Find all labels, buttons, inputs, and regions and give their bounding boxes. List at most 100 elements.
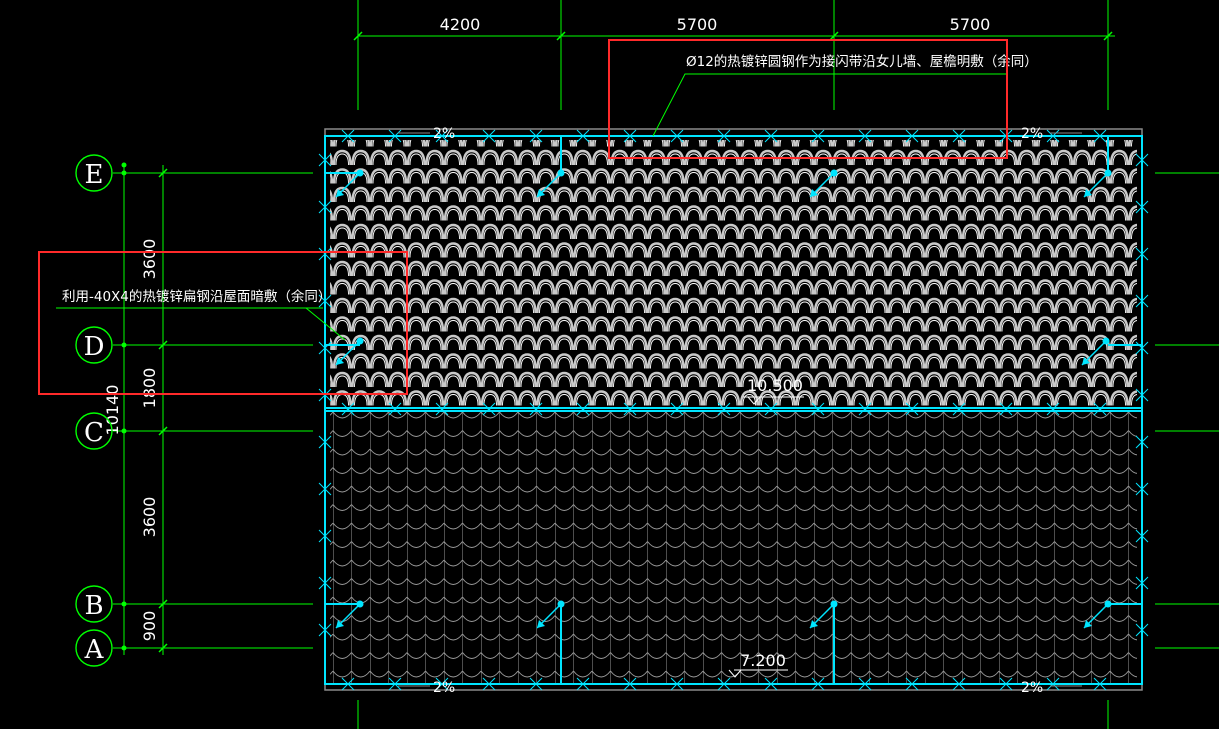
- support-cross-icon: [318, 247, 332, 261]
- downlead-icon: [335, 337, 364, 366]
- downlead-icon: [536, 600, 565, 629]
- support-cross-icon: [576, 129, 590, 143]
- support-cross-icon: [858, 129, 872, 143]
- dimension-4200: 4200: [440, 15, 481, 34]
- support-cross-icon: [623, 677, 637, 691]
- dimension-5700-a: 5700: [677, 15, 718, 34]
- axis-label-c: C: [84, 418, 104, 448]
- dimension-5700-b: 5700: [950, 15, 991, 34]
- support-cross-icon: [1135, 388, 1149, 402]
- support-cross-icon: [670, 129, 684, 143]
- axis-bubble-e: [75, 154, 113, 192]
- axis-bubble-b: [75, 585, 113, 623]
- highlight-box-left[interactable]: [38, 251, 408, 395]
- slope-top-right: 2%: [1021, 126, 1043, 142]
- support-cross-icon: [811, 129, 825, 143]
- support-cross-icon: [388, 402, 402, 416]
- support-cross-icon: [482, 402, 496, 416]
- support-cross-icon: [952, 129, 966, 143]
- dimension-3600-upper: 3600: [140, 239, 159, 280]
- support-cross-icon: [435, 402, 449, 416]
- support-cross-icon: [717, 402, 731, 416]
- support-cross-icon: [1135, 294, 1149, 308]
- support-cross-icon: [318, 435, 332, 449]
- dimension-1800: 1800: [140, 368, 159, 409]
- axis-bubbles: E D C B A: [75, 154, 113, 667]
- support-cross-icon: [318, 153, 332, 167]
- support-cross-icon: [529, 402, 543, 416]
- support-cross-icon: [905, 129, 919, 143]
- highlight-box-top[interactable]: [608, 39, 1008, 159]
- support-cross-icon: [1046, 402, 1060, 416]
- support-cross-icon: [1093, 677, 1107, 691]
- downlead-icon: [1081, 337, 1110, 366]
- support-cross-icon: [717, 677, 731, 691]
- support-cross-icon: [576, 677, 590, 691]
- support-cross-icon: [999, 402, 1013, 416]
- support-cross-icon: [435, 129, 449, 143]
- support-cross-icon: [811, 402, 825, 416]
- support-cross-icon: [1135, 247, 1149, 261]
- support-cross-icon: [341, 402, 355, 416]
- dimension-900: 900: [140, 611, 159, 642]
- support-cross-icon: [1135, 153, 1149, 167]
- support-cross-icon: [1046, 129, 1060, 143]
- support-cross-icon: [1135, 576, 1149, 590]
- downlead-icon: [809, 169, 838, 198]
- support-cross-icon: [576, 402, 590, 416]
- support-cross-icon: [1135, 623, 1149, 637]
- lower-roof-tiles: [330, 411, 1137, 683]
- support-cross-icon: [1135, 341, 1149, 355]
- slope-indicators: 2% 2% 2% 2%: [398, 126, 1082, 696]
- dimension-3600-lower: 3600: [140, 497, 159, 538]
- conductor-supports: [318, 129, 1149, 691]
- support-cross-icon: [529, 129, 543, 143]
- support-cross-icon: [1093, 129, 1107, 143]
- support-cross-icon: [999, 677, 1013, 691]
- support-cross-icon: [482, 129, 496, 143]
- downlead-markers: [335, 169, 1112, 629]
- top-note-leader: [652, 73, 1006, 137]
- axis-label-b: B: [84, 591, 103, 621]
- level-marker-lower: 7.200: [728, 651, 788, 678]
- support-cross-icon: [670, 402, 684, 416]
- axis-label-d: D: [84, 332, 105, 362]
- axis-bubble-d: [75, 326, 113, 364]
- axis-bubble-c: [75, 412, 113, 450]
- support-cross-icon: [435, 677, 449, 691]
- support-cross-icon: [1093, 402, 1107, 416]
- support-cross-icon: [1046, 677, 1060, 691]
- support-cross-icon: [1135, 200, 1149, 214]
- support-cross-icon: [529, 677, 543, 691]
- downlead-icon: [335, 169, 364, 198]
- level-upper: 10.500: [747, 376, 803, 395]
- support-cross-icon: [811, 677, 825, 691]
- support-cross-icon: [1135, 482, 1149, 496]
- support-cross-icon: [858, 677, 872, 691]
- downlead-icon: [1083, 169, 1112, 198]
- support-cross-icon: [764, 402, 778, 416]
- downlead-icon: [1083, 600, 1112, 629]
- support-cross-icon: [623, 402, 637, 416]
- support-cross-icon: [388, 677, 402, 691]
- dimension-total: 10140: [103, 385, 122, 436]
- left-annotation: 利用-40X4的热镀锌扁钢沿屋面暗敷（余同）: [62, 288, 331, 305]
- support-cross-icon: [1135, 529, 1149, 543]
- axis-label-e: E: [85, 160, 104, 190]
- support-cross-icon: [623, 129, 637, 143]
- downlead-icon: [809, 600, 838, 629]
- support-cross-icon: [318, 623, 332, 637]
- level-lower: 7.200: [740, 651, 786, 670]
- support-cross-icon: [318, 529, 332, 543]
- left-note-leader: [305, 307, 346, 341]
- support-cross-icon: [341, 677, 355, 691]
- support-cross-icon: [318, 294, 332, 308]
- support-cross-icon: [318, 576, 332, 590]
- support-cross-icon: [764, 677, 778, 691]
- support-cross-icon: [1135, 435, 1149, 449]
- support-cross-icon: [952, 402, 966, 416]
- support-cross-icon: [318, 341, 332, 355]
- slope-bottom-left: 2%: [433, 680, 455, 696]
